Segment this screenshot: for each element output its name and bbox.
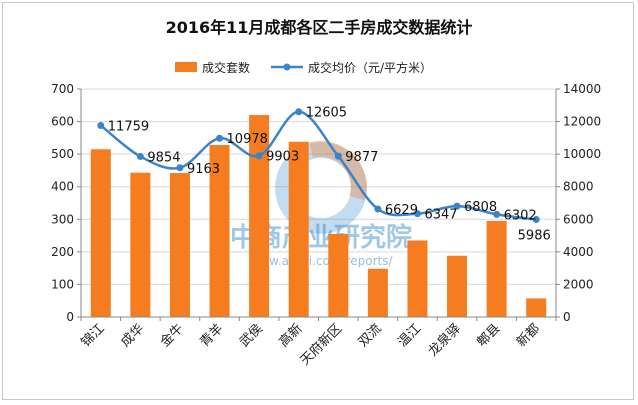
chart: 2016年11月成都各区二手房成交数据统计 成交套数 成交均价（元/平方米） 中…: [51, 18, 601, 369]
y-right-tick-label: 12000: [563, 115, 601, 129]
price-point-成华: [136, 153, 144, 161]
y-right-tick-label: 0: [563, 310, 571, 324]
x-tick-label: 锦江: [79, 321, 108, 350]
price-point-温江: [413, 210, 421, 218]
bar-锦江: [90, 149, 111, 317]
y-left-tick-label: 0: [66, 310, 74, 324]
x-tick-label: 金牛: [157, 321, 187, 351]
legend-label-bar: 成交套数: [202, 60, 250, 75]
legend-label-line: 成交均价（元/平方米）: [308, 60, 432, 75]
y-right-tick-label: 2000: [563, 277, 594, 291]
price-data-label: 6302: [504, 208, 537, 223]
bar-武侯: [249, 115, 270, 317]
bar-天府新区: [328, 233, 349, 317]
bar-高新: [288, 141, 309, 317]
price-data-label: 9854: [147, 151, 180, 166]
price-point-高新: [295, 108, 303, 116]
legend-swatch-bar: [175, 62, 197, 72]
bar-双流: [367, 268, 388, 317]
price-point-武侯: [255, 152, 263, 160]
price-point-新都: [532, 216, 540, 224]
price-data-label: 9903: [266, 150, 299, 165]
x-tick-label: 新都: [513, 321, 543, 351]
price-data-label: 12605: [306, 106, 347, 121]
x-tick-label: 龙泉驿: [425, 321, 464, 360]
y-left-tick-label: 500: [51, 147, 74, 161]
price-data-label: 6808: [464, 200, 497, 215]
y-left-tick-label: 400: [51, 180, 74, 194]
price-data-label: 9877: [345, 150, 378, 165]
bar-金牛: [169, 173, 190, 317]
data-labels: 11759 9854 9163 10978 9903 12605 9877 6629 6347 6…: [108, 106, 551, 244]
x-tick-label: 双流: [356, 321, 385, 350]
y-right-tick-label: 4000: [563, 245, 594, 259]
price-point-金牛: [176, 164, 184, 172]
x-tick-label: 武侯: [237, 321, 266, 350]
chart-title: 2016年11月成都各区二手房成交数据统计: [166, 18, 473, 37]
price-data-label: 6629: [385, 203, 418, 218]
y-left-tick-label: 200: [51, 245, 74, 259]
x-tick-label: 天府新区: [297, 321, 345, 369]
bar-温江: [407, 240, 428, 317]
price-point-郫县: [493, 210, 501, 218]
x-tick-label: 青羊: [197, 321, 227, 351]
price-point-双流: [374, 205, 382, 213]
price-point-青羊: [216, 134, 224, 142]
y-right-tick-label: 10000: [563, 147, 601, 161]
bar-青羊: [209, 145, 230, 317]
price-data-label: 9163: [187, 162, 220, 177]
price-data-label: 6347: [424, 208, 457, 223]
bar-龙泉驿: [447, 255, 468, 317]
chart-frame: 2016年11月成都各区二手房成交数据统计 成交套数 成交均价（元/平方米） 中…: [2, 2, 634, 400]
bar-郫县: [486, 220, 507, 317]
price-data-label: 10978: [227, 132, 268, 147]
price-point-锦江: [97, 121, 105, 129]
x-tick-label: 郫县: [474, 321, 504, 351]
bars: [90, 115, 547, 317]
bar-新都: [526, 298, 547, 317]
y-right-tick-label: 6000: [563, 212, 594, 226]
x-tick-label: 成华: [118, 321, 147, 350]
price-line: [97, 108, 540, 224]
x-tick-label: 温江: [395, 321, 424, 350]
price-point-龙泉驿: [453, 202, 461, 210]
y-right-tick-label: 8000: [563, 180, 594, 194]
y-left-tick-label: 700: [51, 82, 74, 96]
y-left-tick-label: 600: [51, 115, 74, 129]
y-right-tick-label: 14000: [563, 82, 601, 96]
y-left-tick-label: 300: [51, 212, 74, 226]
legend: 成交套数 成交均价（元/平方米）: [175, 60, 432, 75]
x-tick-label: 高新: [276, 321, 306, 351]
legend-swatch-marker: [283, 63, 291, 71]
y-left-tick-label: 100: [51, 277, 74, 291]
watermark-url: www.askci.com/reports/: [249, 254, 393, 268]
price-data-label: 11759: [108, 119, 149, 134]
bar-成华: [130, 172, 151, 317]
price-data-label: 5986: [518, 229, 551, 244]
price-point-天府新区: [334, 152, 342, 160]
